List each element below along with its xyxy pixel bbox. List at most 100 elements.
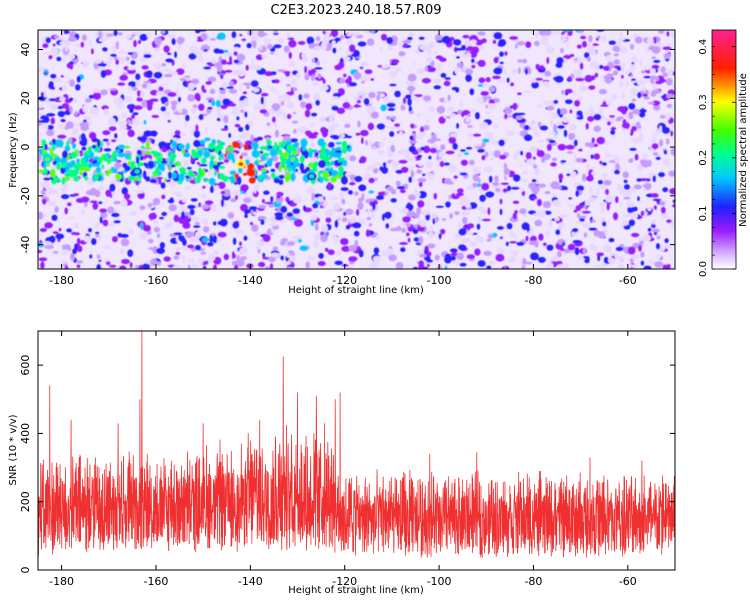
spectrogram-blob: [523, 213, 528, 218]
spectrogram-blob: [261, 198, 266, 204]
spectrogram-blob: [331, 40, 336, 47]
spectrogram-blob: [554, 216, 560, 222]
spectrogram-blob: [459, 262, 467, 267]
spectrogram-blob: [418, 181, 423, 188]
spectrogram-blob: [657, 30, 665, 34]
spectrogram-blob: [499, 51, 504, 57]
spectrogram-blob: [549, 118, 554, 127]
spectrogram-blob: [133, 39, 137, 48]
spectrogram-blob: [262, 252, 266, 258]
spectrogram-blob: [604, 77, 613, 84]
spectrogram-blob: [350, 32, 361, 37]
spectrogram-blob: [545, 230, 551, 237]
spectrogram-signal-blob: [191, 152, 198, 159]
spectrogram-blob: [640, 178, 648, 182]
spectrogram-blob: [271, 71, 277, 76]
spectrogram-signal-blob: [78, 171, 84, 176]
spectrogram-blob: [327, 249, 335, 256]
spectrogram-blob: [200, 33, 208, 41]
spectrogram-blob: [102, 130, 111, 136]
spectrogram-blob: [361, 193, 365, 201]
spectrogram-blob: [43, 212, 47, 217]
spectrogram-blob: [510, 186, 520, 190]
spectrogram-blob: [536, 150, 545, 158]
spectrogram-blob: [234, 195, 239, 200]
spectrogram-blob: [376, 91, 383, 95]
spectrogram-blob: [264, 266, 271, 269]
spectrogram-blob: [401, 227, 407, 233]
spectrogram-blob: [535, 132, 540, 137]
spectrogram-blob: [232, 237, 237, 246]
spectrogram-blob: [476, 97, 484, 103]
spectrogram-blob: [579, 85, 589, 93]
spectrogram-blob: [303, 93, 310, 99]
spectrogram-blob: [360, 80, 366, 84]
spectrogram-blob: [304, 109, 311, 118]
spectrogram-signal-blob: [43, 177, 51, 181]
spectrogram-blob: [405, 94, 412, 99]
spectrogram-blob: [146, 169, 150, 176]
spectrogram-blob: [233, 264, 239, 269]
spectrogram-blob: [593, 125, 602, 133]
spectrogram-blob: [653, 205, 658, 210]
spectrogram-blob: [426, 119, 430, 127]
spectrogram-blob: [292, 111, 297, 115]
spectrogram-blob: [67, 216, 75, 220]
spectrogram-blob: [127, 129, 135, 138]
spectrogram-blob: [108, 126, 117, 132]
spectrogram-blob: [296, 127, 306, 133]
spectrogram-blob: [173, 255, 180, 260]
spectrogram-signal-blob: [307, 147, 313, 153]
spectrogram-blob: [260, 219, 265, 226]
spectrogram-blob: [161, 83, 169, 86]
spectrogram-signal-blob: [336, 154, 341, 159]
spectrogram-blob: [566, 43, 570, 48]
spectrogram-blob: [266, 43, 273, 50]
spectrogram-blob: [339, 238, 349, 246]
spectrogram-blob: [402, 216, 411, 223]
spectrogram-blob: [551, 31, 561, 35]
spectrogram-blob: [493, 150, 501, 158]
spectrogram-blob: [204, 126, 209, 134]
spectrogram-blob: [466, 254, 475, 260]
spectrogram-blob: [320, 234, 328, 243]
spectrogram-blob: [61, 103, 70, 109]
spectrogram-blob: [324, 209, 333, 218]
spectrogram-blob: [625, 80, 629, 88]
spectrogram-blob: [87, 227, 93, 233]
spectrogram-blob: [671, 84, 675, 89]
spectrogram-blob: [628, 158, 634, 163]
spectrogram-blob: [174, 130, 181, 136]
spectrogram-blob: [615, 163, 620, 171]
spectrogram-blob: [243, 235, 248, 241]
spectrogram-blob: [368, 223, 373, 227]
spectrogram-blob: [556, 264, 566, 269]
spectrogram-blob: [127, 52, 134, 55]
spectrogram-signal-blob: [79, 140, 86, 145]
spectrogram-blob: [506, 185, 512, 192]
spectrogram-blob: [628, 219, 636, 227]
spectrogram-blob: [405, 232, 410, 237]
spectrogram-blob: [223, 49, 229, 53]
spectrogram-blob: [263, 190, 270, 195]
spectrogram-blob: [290, 262, 295, 268]
spectrogram-blob: [426, 251, 432, 257]
spectrogram-blob: [348, 155, 357, 162]
spectrogram-blob: [494, 175, 499, 182]
spectrogram-blob: [49, 103, 58, 111]
spectrogram-blob: [471, 46, 480, 54]
spectrogram-blob: [109, 88, 117, 91]
spectrogram-blob: [171, 104, 177, 111]
spectrogram-blob: [208, 63, 215, 67]
spectrogram-blob: [400, 166, 409, 173]
spectrogram-blob: [513, 235, 518, 239]
spectrogram-blob: [635, 121, 641, 129]
spectrogram-blob: [198, 114, 204, 121]
spectrogram-blob: [408, 176, 413, 183]
spectrogram-signal-blob: [329, 150, 334, 158]
snr-x-axis: -180 -160 -140 -120 -100 -80 -60: [49, 331, 637, 588]
spectrogram-blob: [95, 234, 99, 238]
spectrogram-blob: [154, 37, 159, 45]
